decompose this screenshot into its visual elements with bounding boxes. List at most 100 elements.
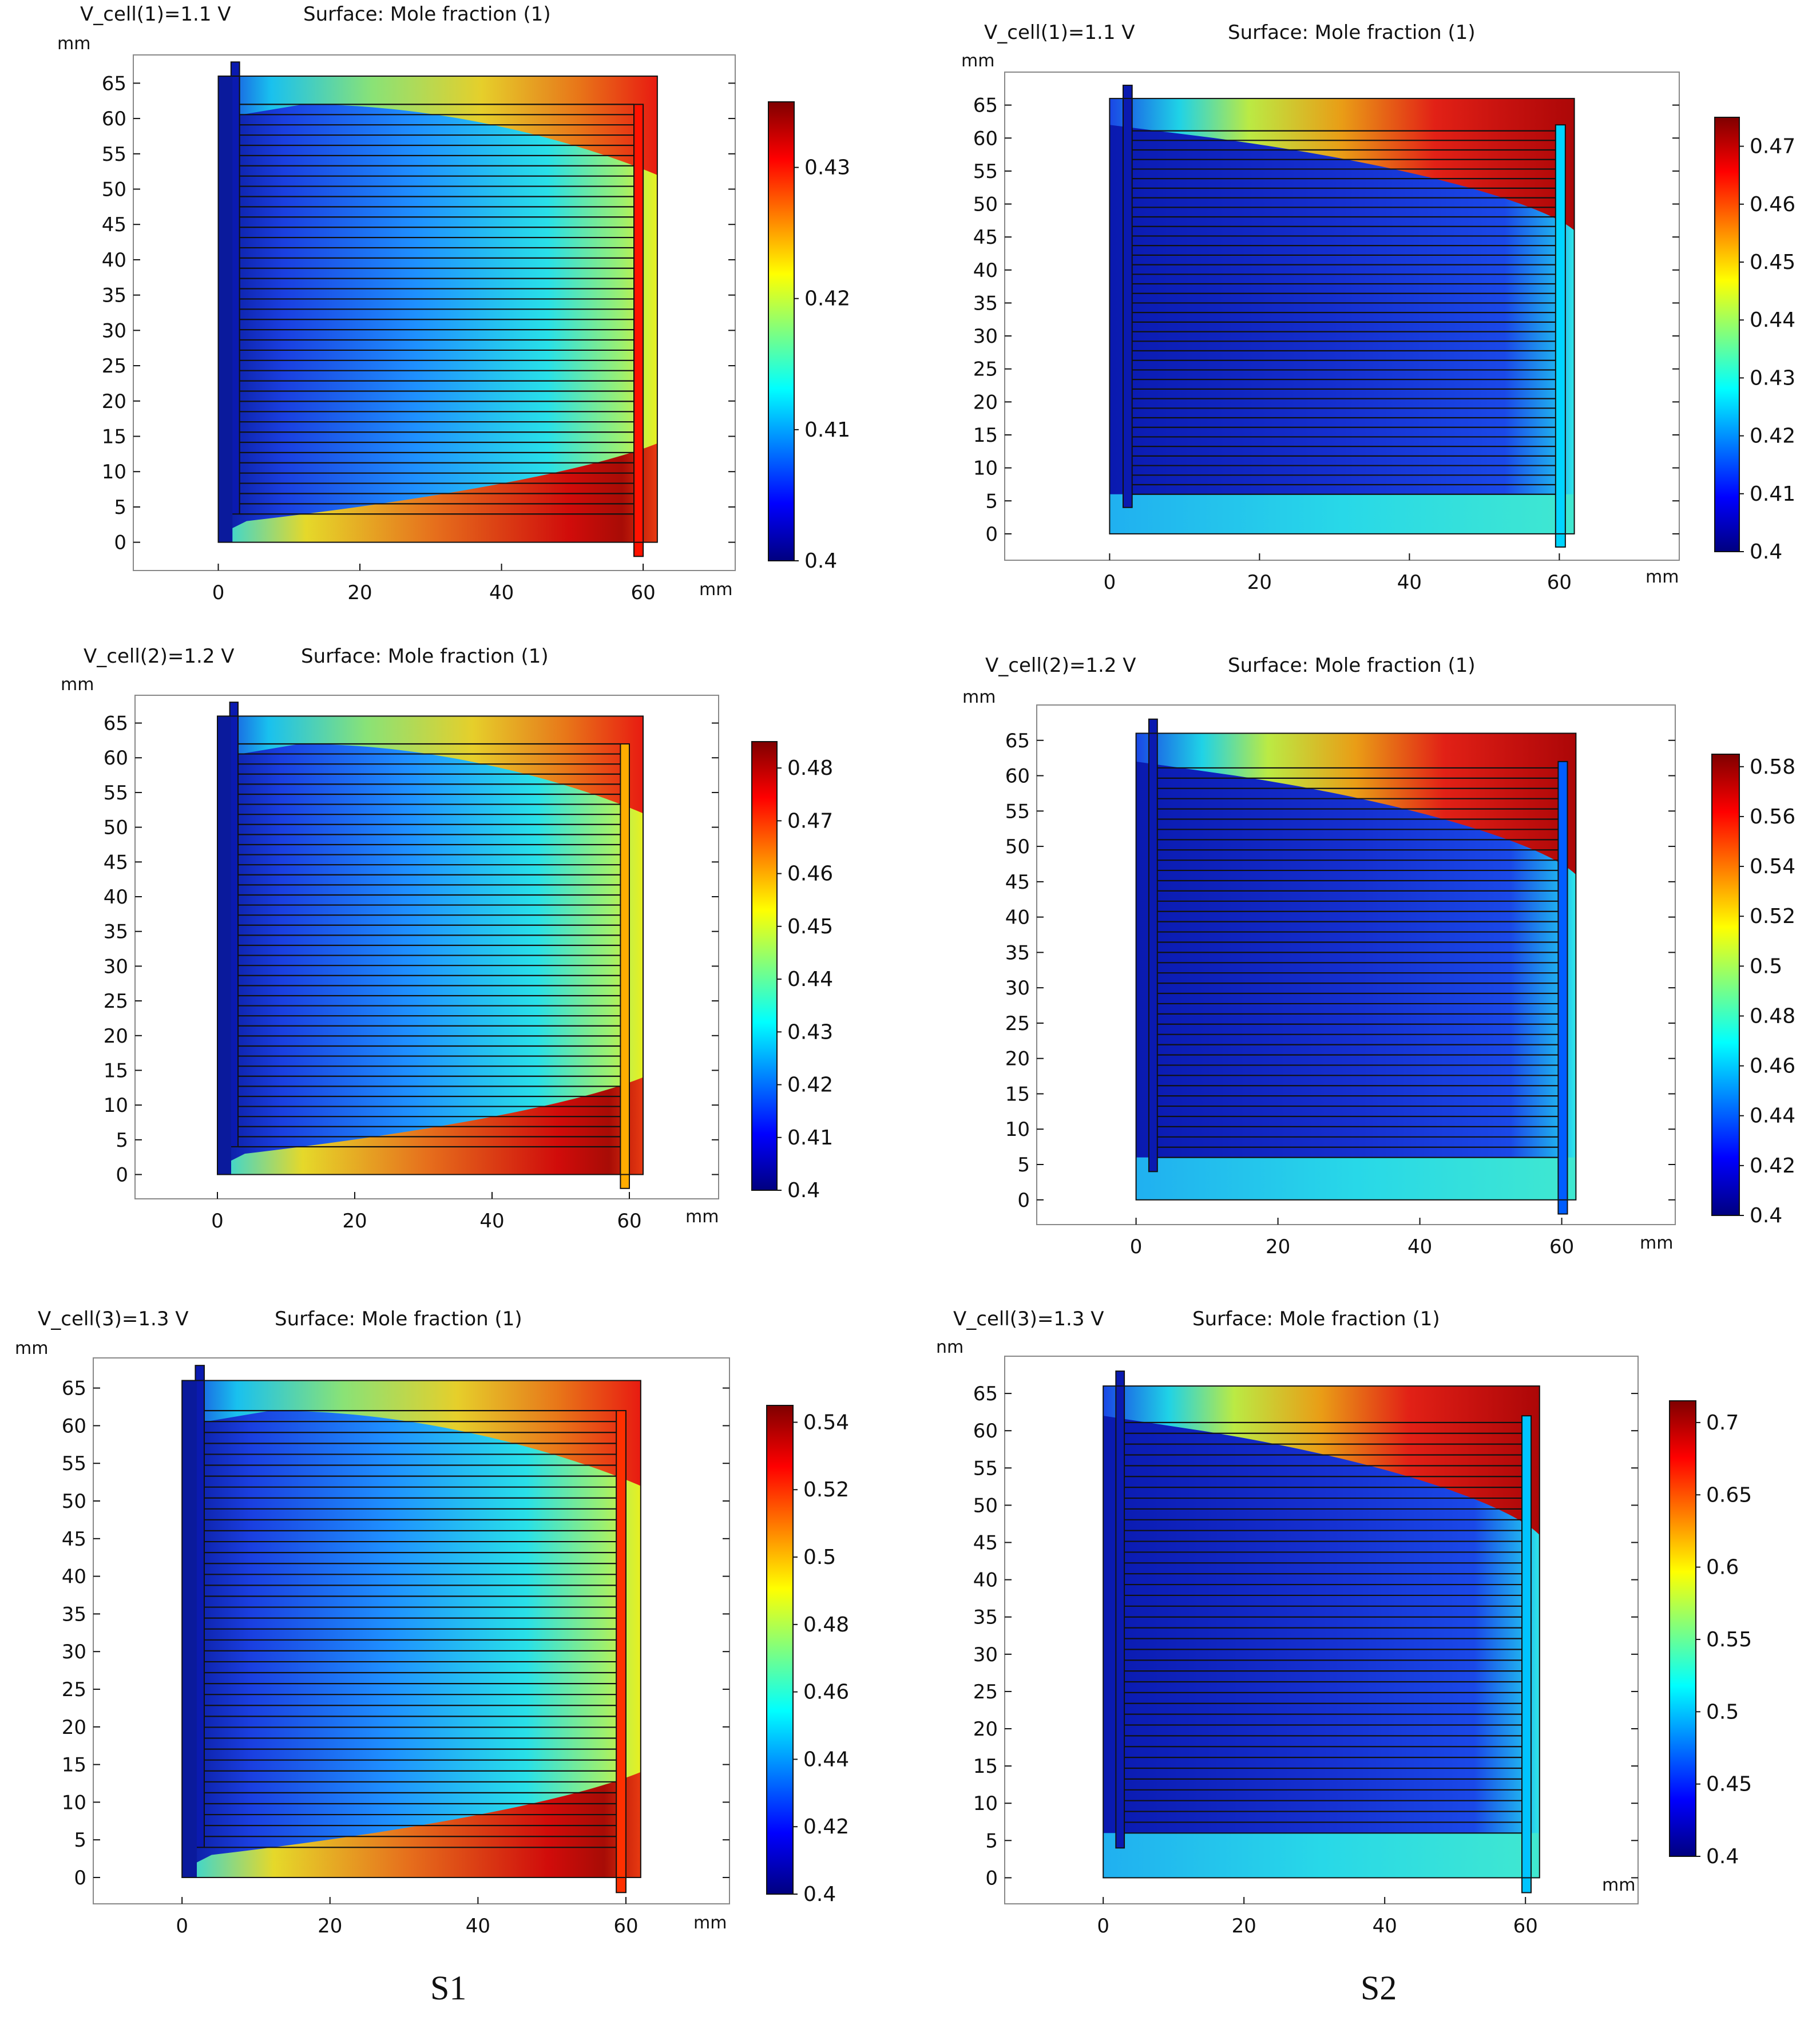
x-unit-label: mm — [699, 580, 732, 600]
y-tick-label: 40 — [1005, 906, 1030, 929]
y-tick-label: 30 — [973, 325, 998, 348]
field-bottom-zone — [1109, 494, 1575, 534]
y-tick-label: 5 — [74, 1829, 86, 1852]
y-tick-label: 30 — [102, 319, 126, 342]
panel-surface-title: Surface: Mole fraction (1) — [1228, 21, 1476, 44]
x-tick-label: 20 — [342, 1210, 367, 1233]
y-tick-label: 50 — [973, 193, 998, 216]
y-unit-label: mm — [962, 687, 996, 707]
chart-panel-s1-v12: 0 5 10 15 20 25 30 35 40 45 50 55 60 65 0 20 40 60 mm mm V_c… — [61, 645, 833, 1233]
y-unit-label: mm — [961, 51, 994, 71]
panel-surface-title: Surface: Mole fraction (1) — [301, 645, 549, 668]
colorbar — [1669, 1400, 1696, 1857]
colorbar-tick-label: 0.5 — [1706, 1700, 1739, 1724]
y-tick-label: 40 — [104, 886, 128, 909]
y-tick-label: 40 — [102, 249, 126, 272]
inlet-channel — [1122, 85, 1133, 508]
colorbar-tick-label: 0.56 — [1750, 805, 1795, 829]
y-tick-label: 0 — [985, 1867, 998, 1890]
y-tick-label: 60 — [102, 108, 126, 130]
colorbar-tick-label: 0.4 — [1706, 1845, 1739, 1868]
colorbar-tick-label: 0.44 — [1750, 1104, 1795, 1128]
cell-outline — [1103, 1385, 1540, 1879]
y-tick-label: 0 — [74, 1867, 86, 1890]
y-tick-label: 40 — [62, 1566, 86, 1589]
x-tick-label: 0 — [176, 1915, 188, 1938]
y-tick-label: 20 — [62, 1716, 86, 1739]
x-unit-label: mm — [685, 1207, 719, 1227]
x-tick-label: 40 — [1407, 1235, 1432, 1258]
x-tick-label: 0 — [1097, 1915, 1109, 1938]
panel-voltage-title: V_cell(1)=1.1 V — [80, 3, 231, 26]
y-tick-label: 35 — [102, 284, 126, 307]
panel-voltage-title: V_cell(1)=1.1 V — [984, 21, 1135, 44]
colorbar-tick-label: 0.4 — [1750, 540, 1782, 564]
y-tick-label: 5 — [985, 1829, 998, 1852]
y-tick-label: 65 — [62, 1377, 86, 1400]
colorbar-tick-label: 0.48 — [1750, 1004, 1795, 1028]
x-tick-label: 0 — [1130, 1235, 1143, 1258]
colorbar-tick-label: 0.4 — [787, 1179, 820, 1202]
colorbar-tick-label: 0.6 — [1706, 1556, 1739, 1579]
colorbar — [1711, 754, 1740, 1216]
y-tick-label: 25 — [102, 355, 126, 378]
y-tick-label: 15 — [1005, 1083, 1030, 1106]
field-bottom-zone — [217, 1077, 643, 1175]
colorbar-tick-label: 0.5 — [803, 1546, 836, 1569]
colorbar-tick-label: 0.44 — [787, 968, 833, 991]
colorbar-tick-label: 0.47 — [787, 809, 833, 833]
y-tick-label: 50 — [104, 817, 128, 839]
colorbar-tick-label: 0.42 — [804, 287, 850, 311]
outlet-channel — [620, 743, 631, 1189]
y-tick-label: 20 — [973, 1718, 998, 1741]
y-tick-label: 55 — [102, 143, 126, 166]
y-tick-label: 15 — [973, 1755, 998, 1778]
colorbar — [1714, 117, 1740, 552]
y-tick-label: 50 — [1005, 835, 1030, 858]
y-tick-label: 15 — [62, 1754, 86, 1777]
y-tick-label: 40 — [973, 259, 998, 282]
x-tick-label: 40 — [479, 1210, 504, 1233]
y-tick-label: 55 — [104, 782, 128, 805]
x-tick-label: 40 — [489, 581, 514, 604]
colorbar-tick-label: 0.55 — [1706, 1628, 1752, 1651]
x-tick-label: 0 — [1104, 571, 1116, 594]
colorbar-tick-label: 0.54 — [803, 1411, 849, 1434]
outlet-channel — [1521, 1415, 1532, 1894]
y-tick-label: 10 — [62, 1791, 86, 1814]
y-tick-label: 25 — [62, 1678, 86, 1701]
y-tick-label: 35 — [104, 921, 128, 944]
y-tick-label: 65 — [102, 72, 126, 95]
y-tick-label: 35 — [62, 1603, 86, 1626]
y-tick-label: 45 — [973, 226, 998, 249]
colorbar-tick-label: 0.46 — [1750, 193, 1795, 216]
field-top-zone — [217, 716, 643, 814]
y-tick-label: 25 — [1005, 1012, 1030, 1035]
outlet-channel — [633, 104, 644, 557]
y-unit-label: nm — [936, 1337, 963, 1357]
x-unit-label: mm — [1640, 1233, 1673, 1253]
field-bottom-zone — [182, 1772, 641, 1878]
y-tick-label: 65 — [104, 712, 128, 735]
colorbar-tick-label: 0.48 — [803, 1613, 849, 1637]
y-tick-label: 55 — [973, 160, 998, 183]
colorbar-tick-label: 0.4 — [803, 1883, 836, 1906]
field-top-zone — [1136, 733, 1576, 875]
x-tick-label: 20 — [1232, 1915, 1256, 1938]
y-tick-label: 25 — [973, 1681, 998, 1704]
colorbar-tick-label: 0.41 — [787, 1126, 833, 1150]
colorbar-tick-label: 0.41 — [1750, 482, 1795, 506]
y-tick-label: 65 — [973, 94, 998, 117]
y-tick-label: 50 — [62, 1490, 86, 1513]
outlet-channel — [1555, 124, 1566, 548]
panel-voltage-title: V_cell(3)=1.3 V — [38, 1308, 189, 1330]
y-tick-label: 10 — [1005, 1118, 1030, 1141]
field-bottom-zone — [218, 443, 657, 542]
x-tick-label: 0 — [212, 581, 225, 604]
y-tick-label: 0 — [985, 523, 998, 546]
y-tick-label: 20 — [102, 390, 126, 413]
y-tick-label: 45 — [102, 213, 126, 236]
y-tick-label: 45 — [1005, 871, 1030, 894]
